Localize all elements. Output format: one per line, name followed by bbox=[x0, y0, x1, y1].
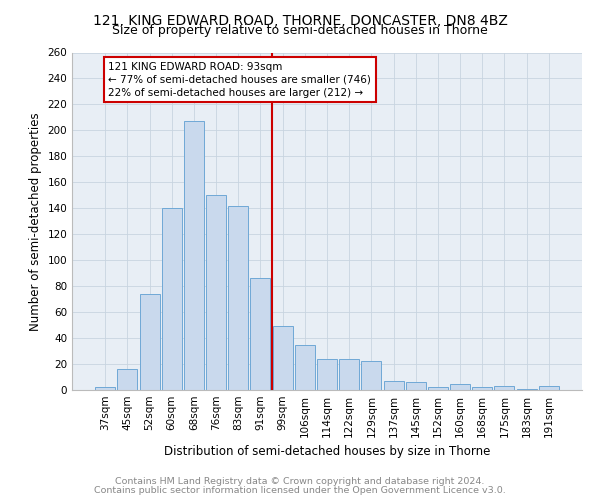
Bar bbox=[272, 326, 293, 390]
Bar bbox=[361, 362, 382, 390]
Bar bbox=[295, 344, 315, 390]
Bar bbox=[494, 386, 514, 390]
Bar bbox=[472, 388, 492, 390]
Text: 121 KING EDWARD ROAD: 93sqm
← 77% of semi-detached houses are smaller (746)
22% : 121 KING EDWARD ROAD: 93sqm ← 77% of sem… bbox=[109, 62, 371, 98]
Bar bbox=[450, 384, 470, 390]
Text: 121, KING EDWARD ROAD, THORNE, DONCASTER, DN8 4BZ: 121, KING EDWARD ROAD, THORNE, DONCASTER… bbox=[92, 14, 508, 28]
Bar bbox=[406, 382, 426, 390]
Bar bbox=[184, 122, 204, 390]
Bar bbox=[339, 359, 359, 390]
Bar bbox=[383, 381, 404, 390]
Bar bbox=[250, 278, 271, 390]
Y-axis label: Number of semi-detached properties: Number of semi-detached properties bbox=[29, 112, 42, 330]
Text: Contains HM Land Registry data © Crown copyright and database right 2024.: Contains HM Land Registry data © Crown c… bbox=[115, 477, 485, 486]
Bar bbox=[317, 359, 337, 390]
Bar bbox=[95, 388, 115, 390]
Bar bbox=[162, 208, 182, 390]
Bar bbox=[118, 369, 137, 390]
Text: Contains public sector information licensed under the Open Government Licence v3: Contains public sector information licen… bbox=[94, 486, 506, 495]
Text: Size of property relative to semi-detached houses in Thorne: Size of property relative to semi-detach… bbox=[112, 24, 488, 37]
X-axis label: Distribution of semi-detached houses by size in Thorne: Distribution of semi-detached houses by … bbox=[164, 446, 490, 458]
Bar bbox=[517, 388, 536, 390]
Bar bbox=[539, 386, 559, 390]
Bar bbox=[228, 206, 248, 390]
Bar bbox=[206, 196, 226, 390]
Bar bbox=[428, 388, 448, 390]
Bar bbox=[140, 294, 160, 390]
